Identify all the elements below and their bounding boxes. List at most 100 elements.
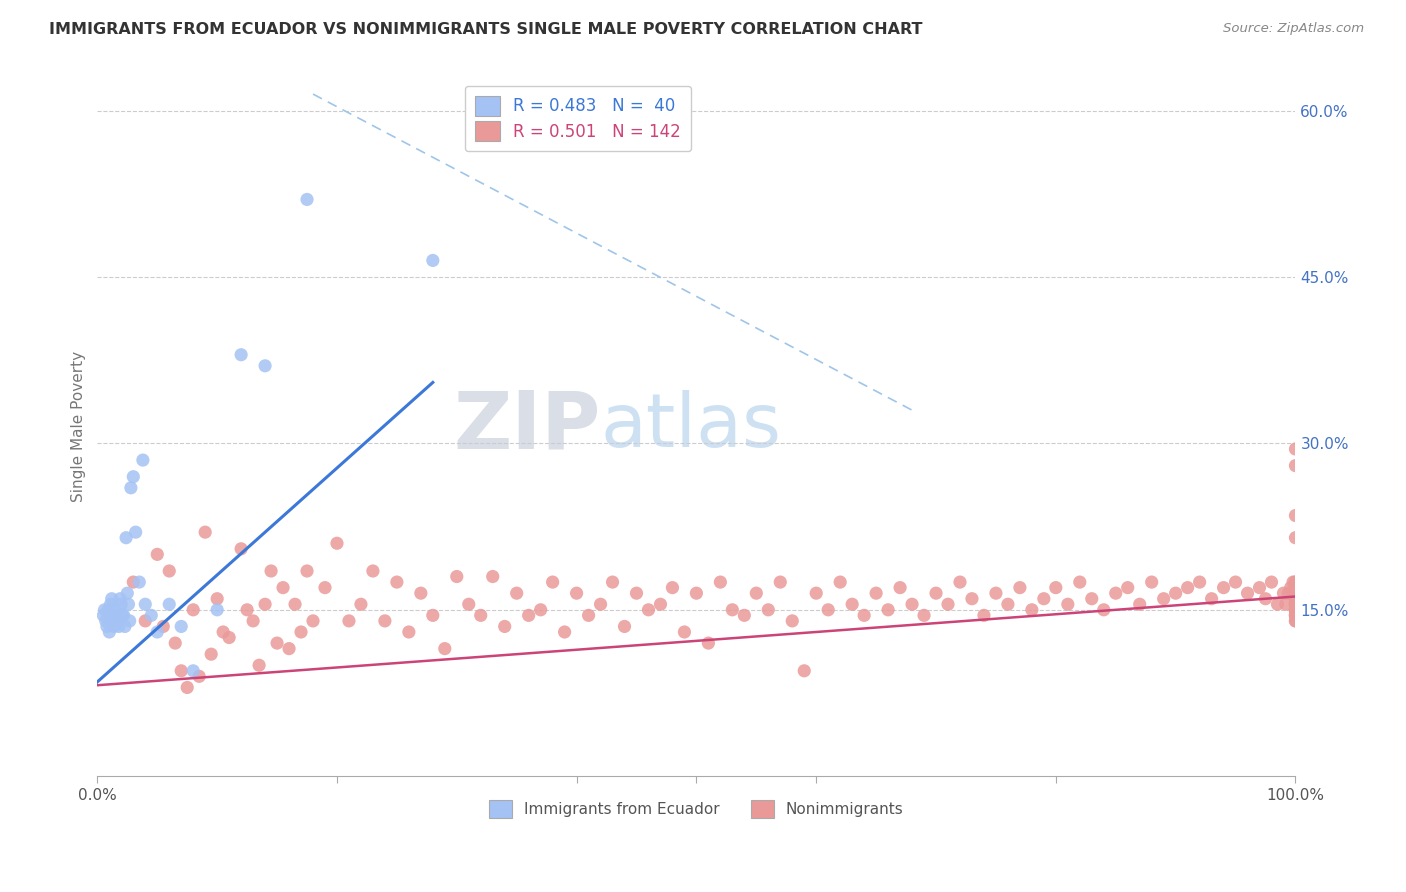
Point [284,597,307,611]
Point [602,575,624,590]
Point [1282,575,1305,590]
Point [1284,603,1306,617]
Point [1284,531,1306,545]
Point [650,597,672,611]
Point [107,614,129,628]
Point [103,619,125,633]
Point [1284,608,1306,623]
Point [254,359,277,373]
Point [1277,586,1299,600]
Point [176,681,198,695]
Point [1284,603,1306,617]
Point [1249,581,1271,595]
Point [290,625,312,640]
Text: atlas: atlas [600,391,782,463]
Point [108,591,131,606]
Point [181,664,204,678]
Point [494,619,516,633]
Point [1056,597,1078,611]
Point [1272,586,1295,600]
Point [661,581,683,595]
Point [1284,586,1306,600]
Point [841,597,863,611]
Point [146,625,169,640]
Point [949,575,972,590]
Point [626,586,648,600]
Point [960,591,983,606]
Point [278,641,301,656]
Point [973,608,995,623]
Point [1284,591,1306,606]
Point [205,591,228,606]
Point [589,597,612,611]
Point [295,193,318,207]
Point [541,575,564,590]
Point [505,586,527,600]
Point [98,625,121,640]
Point [853,608,876,623]
Point [409,586,432,600]
Point [865,586,887,600]
Point [1284,575,1306,590]
Point [236,603,259,617]
Point [93,608,115,623]
Point [374,614,396,628]
Point [912,608,935,623]
Point [1201,591,1223,606]
Point [1284,458,1306,473]
Point [218,631,240,645]
Point [709,575,731,590]
Point [350,597,373,611]
Point [769,575,792,590]
Point [1284,614,1306,628]
Point [141,608,163,623]
Point [793,664,815,678]
Point [229,541,252,556]
Point [1284,586,1306,600]
Point [1069,575,1091,590]
Point [554,625,576,640]
Point [205,603,228,617]
Point [433,641,456,656]
Point [212,625,235,640]
Point [1225,575,1247,590]
Point [295,564,318,578]
Point [1284,581,1306,595]
Point [1284,608,1306,623]
Point [118,614,141,628]
Point [889,581,911,595]
Point [733,608,755,623]
Point [146,547,169,561]
Point [361,564,384,578]
Point [125,525,148,540]
Text: Source: ZipAtlas.com: Source: ZipAtlas.com [1223,22,1364,36]
Point [1284,508,1306,523]
Point [104,608,127,623]
Point [1284,597,1306,611]
Point [1284,608,1306,623]
Point [97,603,120,617]
Legend: Immigrants from Ecuador, Nonimmigrants: Immigrants from Ecuador, Nonimmigrants [484,794,910,824]
Point [481,569,503,583]
Point [247,658,270,673]
Point [530,603,553,617]
Point [120,481,142,495]
Point [817,603,839,617]
Point [170,619,193,633]
Point [613,619,636,633]
Point [1177,581,1199,595]
Point [1140,575,1163,590]
Point [100,591,122,606]
Point [108,619,131,633]
Point [128,575,150,590]
Point [1284,591,1306,606]
Point [1021,603,1043,617]
Point [1260,575,1282,590]
Point [398,625,420,640]
Point [157,564,180,578]
Point [94,614,117,628]
Text: IMMIGRANTS FROM ECUADOR VS NONIMMIGRANTS SINGLE MALE POVERTY CORRELATION CHART: IMMIGRANTS FROM ECUADOR VS NONIMMIGRANTS… [49,22,922,37]
Point [422,608,444,623]
Point [1188,575,1211,590]
Point [1081,591,1104,606]
